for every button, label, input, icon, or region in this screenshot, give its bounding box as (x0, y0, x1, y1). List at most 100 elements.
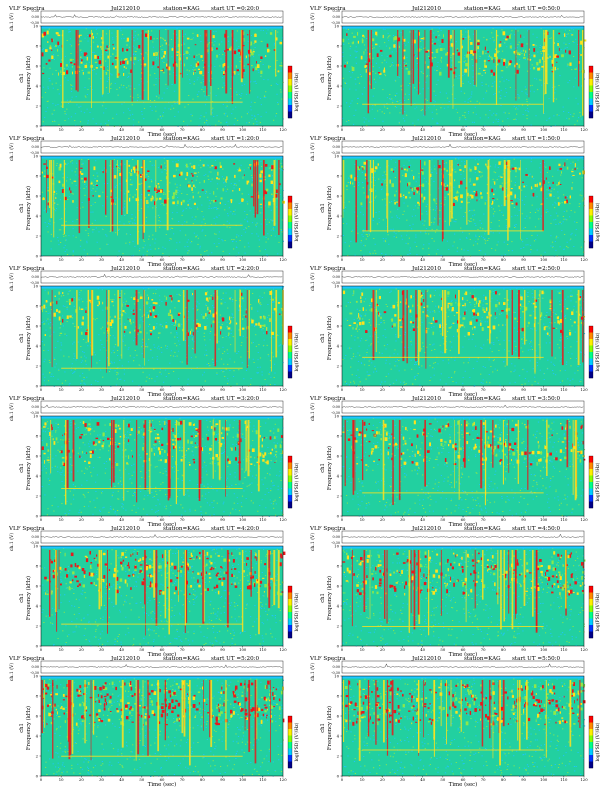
y-tick-label: 2 (36, 623, 39, 628)
chart-title: VLF Spectra (309, 136, 346, 142)
spectrogram-panel: VLF Spectra Jul212010 station=KAG start UT … (5, 136, 305, 268)
heatmap-background (41, 156, 283, 256)
x-tick-label: 50 (139, 647, 144, 652)
x-tick-label: 10 (59, 387, 64, 392)
colorbar (589, 326, 593, 379)
colorbar-segment (589, 235, 593, 242)
x-tick-label: 20 (79, 387, 84, 392)
ch-tick-label: 0.00 (332, 535, 340, 539)
heatmap-cells (342, 26, 587, 127)
x-tick-label: 100 (540, 517, 548, 522)
x-tick-label: 100 (540, 777, 548, 782)
y-tick-label: 8 (36, 303, 39, 308)
tone-line (61, 367, 243, 369)
chart-title: VLF Spectra (309, 266, 346, 272)
colorbar (589, 456, 593, 509)
x-tick-label: 50 (139, 127, 144, 132)
ylabel-prefix: ch1 (19, 593, 25, 603)
y-tick-label: 4 (36, 213, 39, 218)
colorbar-segment (288, 111, 292, 119)
spectrogram-panel: VLF Spectra Jul212010 station=KAG start UT … (5, 656, 305, 788)
heatmap-top-stripe (342, 546, 584, 549)
ch-tick-label: 0.00 (332, 275, 340, 279)
colorbar-label: log(PSD) (V²/Hz) (594, 592, 601, 631)
colorbar-segment (288, 722, 292, 730)
heatmap-cells (342, 156, 585, 257)
ylabel-prefix: ch1 (320, 593, 326, 603)
colorbar-segment (288, 631, 292, 639)
x-tick-label: 50 (139, 517, 144, 522)
colorbar-segment (288, 625, 292, 632)
spectrogram-chart: VLF Spectra Jul212010 station=KAG start UT … (8, 136, 300, 268)
x-tick-label: 30 (400, 517, 405, 522)
colorbar (288, 716, 292, 769)
x-tick-label: 40 (420, 127, 425, 132)
colorbar-segment (288, 371, 292, 379)
x-tick-label: 50 (440, 127, 445, 132)
x-tick-label: 100 (239, 777, 247, 782)
x-tick-label: 100 (540, 127, 548, 132)
colorbar-segment (288, 202, 292, 210)
y-axis-label: Frequency (kHz) (25, 576, 32, 620)
colorbar-segment (288, 605, 292, 613)
colorbar-segment (589, 729, 593, 736)
x-tick-label: 60 (461, 777, 466, 782)
ch-label: ch.1 (V) (8, 143, 15, 161)
chart-date: Jul212010 (110, 656, 140, 662)
y-axis-label: Frequency (kHz) (326, 446, 333, 490)
colorbar-segment (589, 605, 593, 613)
colorbar-frame (287, 455, 293, 509)
heatmap-cells (41, 546, 286, 647)
x-tick-label: 70 (180, 127, 185, 132)
colorbar-segment (288, 326, 292, 333)
colorbar-segment (589, 352, 593, 359)
x-tick-label: 80 (200, 647, 205, 652)
ch-label: ch.1 (V) (8, 663, 15, 681)
y-axis-label: Frequency (kHz) (25, 446, 32, 490)
colorbar-segment (288, 729, 292, 736)
x-tick-label: 40 (420, 777, 425, 782)
x-tick-label: 110 (259, 647, 267, 652)
colorbar-segment (288, 332, 292, 340)
y-tick-label: 0 (36, 773, 39, 778)
x-tick-label: 10 (360, 517, 365, 522)
x-tick-label: 10 (360, 387, 365, 392)
colorbar-label: log(PSD) (V²/Hz) (293, 202, 300, 241)
x-tick-label: 40 (420, 647, 425, 652)
x-tick-label: 40 (420, 387, 425, 392)
y-tick-label: 4 (337, 83, 340, 88)
x-tick-label: 20 (380, 517, 385, 522)
x-tick-label: 20 (79, 517, 84, 522)
x-tick-label: 70 (180, 647, 185, 652)
ylabel-prefix: ch1 (19, 463, 25, 473)
heatmap-background (342, 676, 584, 776)
colorbar-label: log(PSD) (V²/Hz) (594, 332, 601, 371)
y-tick-label: 8 (337, 303, 340, 308)
ch-tick-label: -0.30 (30, 411, 39, 415)
colorbar-frame (287, 65, 293, 119)
colorbar-segment (288, 742, 292, 749)
colorbar-segment (288, 85, 292, 93)
ch-tick-label: 0.30 (31, 399, 39, 403)
colorbar-segment (589, 599, 593, 606)
colorbar-label: log(PSD) (V²/Hz) (594, 72, 601, 111)
y-axis-label: Frequency (kHz) (25, 706, 32, 750)
chart-start-time: start UT =1:50:0 (512, 136, 561, 142)
x-tick-label: 0 (40, 257, 43, 262)
heatmap-top-stripe (41, 416, 283, 419)
colorbar-frame (588, 325, 594, 379)
ch-tick-label: 0.00 (31, 405, 39, 409)
x-tick-label: 10 (360, 647, 365, 652)
x-tick-label: 100 (540, 257, 548, 262)
chart-title: VLF Spectra (8, 136, 45, 142)
y-tick-label: 8 (337, 693, 340, 698)
ch-tick-label: -0.30 (30, 541, 39, 545)
ch-tick-label: 0.30 (31, 139, 39, 143)
x-tick-label: 0 (40, 517, 43, 522)
colorbar-frame (588, 455, 594, 509)
y-tick-label: 0 (36, 643, 39, 648)
chart-start-time: start UT =1:20:0 (211, 136, 260, 142)
chart-station: station=KAG (464, 266, 501, 272)
colorbar-label: log(PSD) (V²/Hz) (293, 592, 300, 631)
x-tick-label: 10 (360, 777, 365, 782)
